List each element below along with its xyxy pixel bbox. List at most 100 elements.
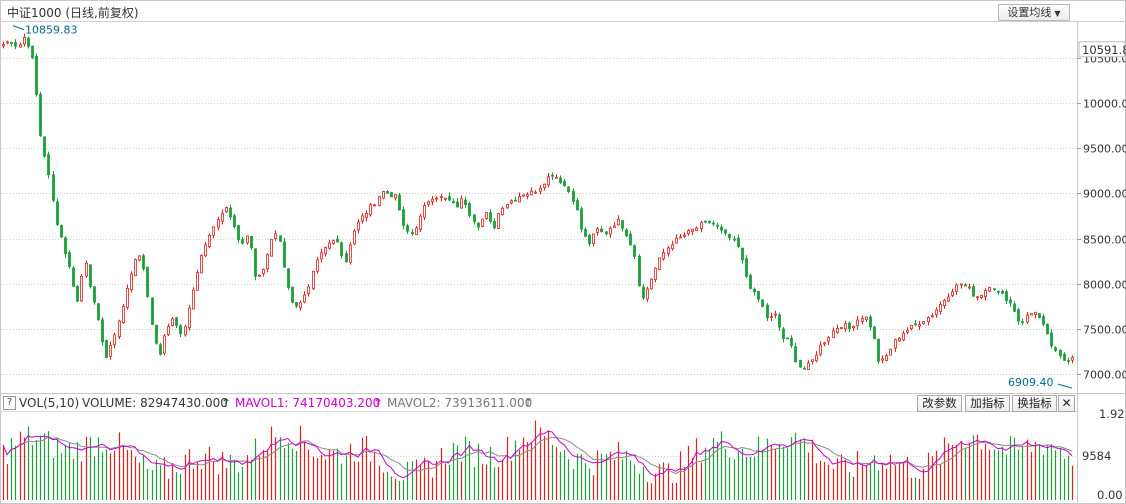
candle-body: [159, 344, 162, 355]
mavol1-value: MAVOL1: 74170403.200: [235, 396, 381, 410]
candle-body: [448, 196, 451, 201]
candle-body: [968, 286, 971, 289]
candle-body: [353, 230, 356, 245]
candle-body: [68, 252, 71, 267]
candle-body: [307, 286, 310, 295]
candle-body: [460, 198, 463, 209]
candle-body: [609, 227, 612, 235]
price-gridlines: [1, 58, 1077, 375]
candle-body: [794, 346, 797, 363]
candle-body: [208, 234, 211, 247]
close-icon[interactable]: ✕: [1058, 395, 1075, 412]
candle-body: [188, 307, 191, 329]
candle-body: [320, 252, 323, 260]
candle-body: [85, 262, 88, 277]
candle-body: [844, 323, 847, 330]
switch-indicator-button[interactable]: 换指标: [1012, 395, 1057, 412]
candle-body: [324, 247, 327, 255]
candle-body: [287, 268, 290, 288]
candle-body: [918, 324, 921, 327]
candle-body: [580, 208, 583, 230]
candle-body: [984, 290, 987, 297]
candle-body: [477, 222, 480, 228]
candle-body: [522, 194, 525, 197]
candle-body: [179, 325, 182, 334]
ma-settings-dropdown[interactable]: 设置均线 ▼: [998, 4, 1070, 21]
candle-body: [43, 136, 46, 157]
volume-toolbar: ? VOL(5,10) VOLUME: 82947430.000 ↑ MAVOL…: [0, 394, 1078, 412]
candle-body: [1071, 357, 1074, 361]
candle-body: [151, 297, 154, 325]
candle-body: [204, 244, 207, 257]
candle-body: [258, 274, 261, 277]
candle-body: [35, 55, 38, 95]
candle-body: [914, 323, 917, 326]
candle-body: [171, 318, 174, 326]
candle-body: [662, 252, 665, 260]
candle-body: [196, 272, 199, 291]
candle-body: [675, 237, 678, 244]
candle-body: [733, 238, 736, 241]
candle-body: [861, 318, 864, 322]
candle-body: [667, 247, 670, 255]
candle-body: [679, 236, 682, 239]
candle-body: [712, 222, 715, 225]
candle-body: [745, 258, 748, 277]
candle-body: [1009, 299, 1012, 304]
candle-body: [600, 228, 603, 232]
candle-body: [299, 302, 302, 309]
y-tick-label: 9000.00: [1083, 188, 1126, 201]
candle-body: [980, 294, 983, 298]
candle-body: [97, 303, 100, 320]
add-indicator-button[interactable]: 加指标: [965, 395, 1010, 412]
volume-arrow-icon: ↑: [221, 396, 232, 410]
candle-body: [64, 237, 67, 255]
candle-body: [848, 322, 851, 330]
candle-body: [543, 183, 546, 188]
candle-body: [1026, 314, 1029, 323]
candle-body: [237, 225, 240, 241]
candle-body: [485, 211, 488, 220]
ma-settings-label: 设置均线: [1007, 6, 1052, 19]
candle-body: [935, 309, 938, 316]
candle-body: [489, 212, 492, 222]
low-marker-label: 6909.40: [1008, 376, 1054, 389]
help-button[interactable]: ?: [3, 396, 16, 410]
candle-body: [1038, 313, 1041, 318]
candle-body: [431, 198, 434, 202]
candle-body: [192, 289, 195, 310]
candle-body: [530, 190, 533, 196]
candle-body: [840, 327, 843, 329]
candle-body: [786, 337, 789, 340]
candle-body: [345, 253, 348, 263]
candle-body: [551, 174, 554, 177]
candle-body: [807, 362, 810, 370]
low-marker-line: [1057, 383, 1073, 389]
candle-body: [266, 254, 269, 270]
candle-body: [312, 270, 315, 290]
mavol2-value: MAVOL2: 73913611.000: [387, 396, 533, 410]
candle-body: [126, 287, 129, 308]
candle-body: [394, 194, 397, 199]
y-tick-label: 8000.00: [1083, 279, 1126, 292]
chevron-down-icon: ▼: [1054, 9, 1061, 18]
candle-body: [250, 235, 253, 249]
candle-body: [650, 278, 653, 290]
candle-body: [406, 225, 409, 232]
extreme-markers: 10859.83 6909.40: [12, 24, 1073, 389]
candle-body: [2, 44, 5, 47]
candle-body: [415, 227, 418, 235]
edit-params-button[interactable]: 改参数: [917, 395, 962, 412]
candle-body: [910, 324, 913, 330]
volume-axis: 1.92 9584 0.00: [1082, 407, 1125, 502]
candle-body: [105, 339, 108, 358]
candle-body: [803, 367, 806, 370]
candle-body: [617, 218, 620, 226]
candle-body: [23, 36, 26, 45]
candle-body: [782, 328, 785, 339]
candle-body: [827, 337, 830, 342]
candle-body: [687, 230, 690, 235]
volume-axis-mid-label: 9584: [1082, 449, 1111, 463]
